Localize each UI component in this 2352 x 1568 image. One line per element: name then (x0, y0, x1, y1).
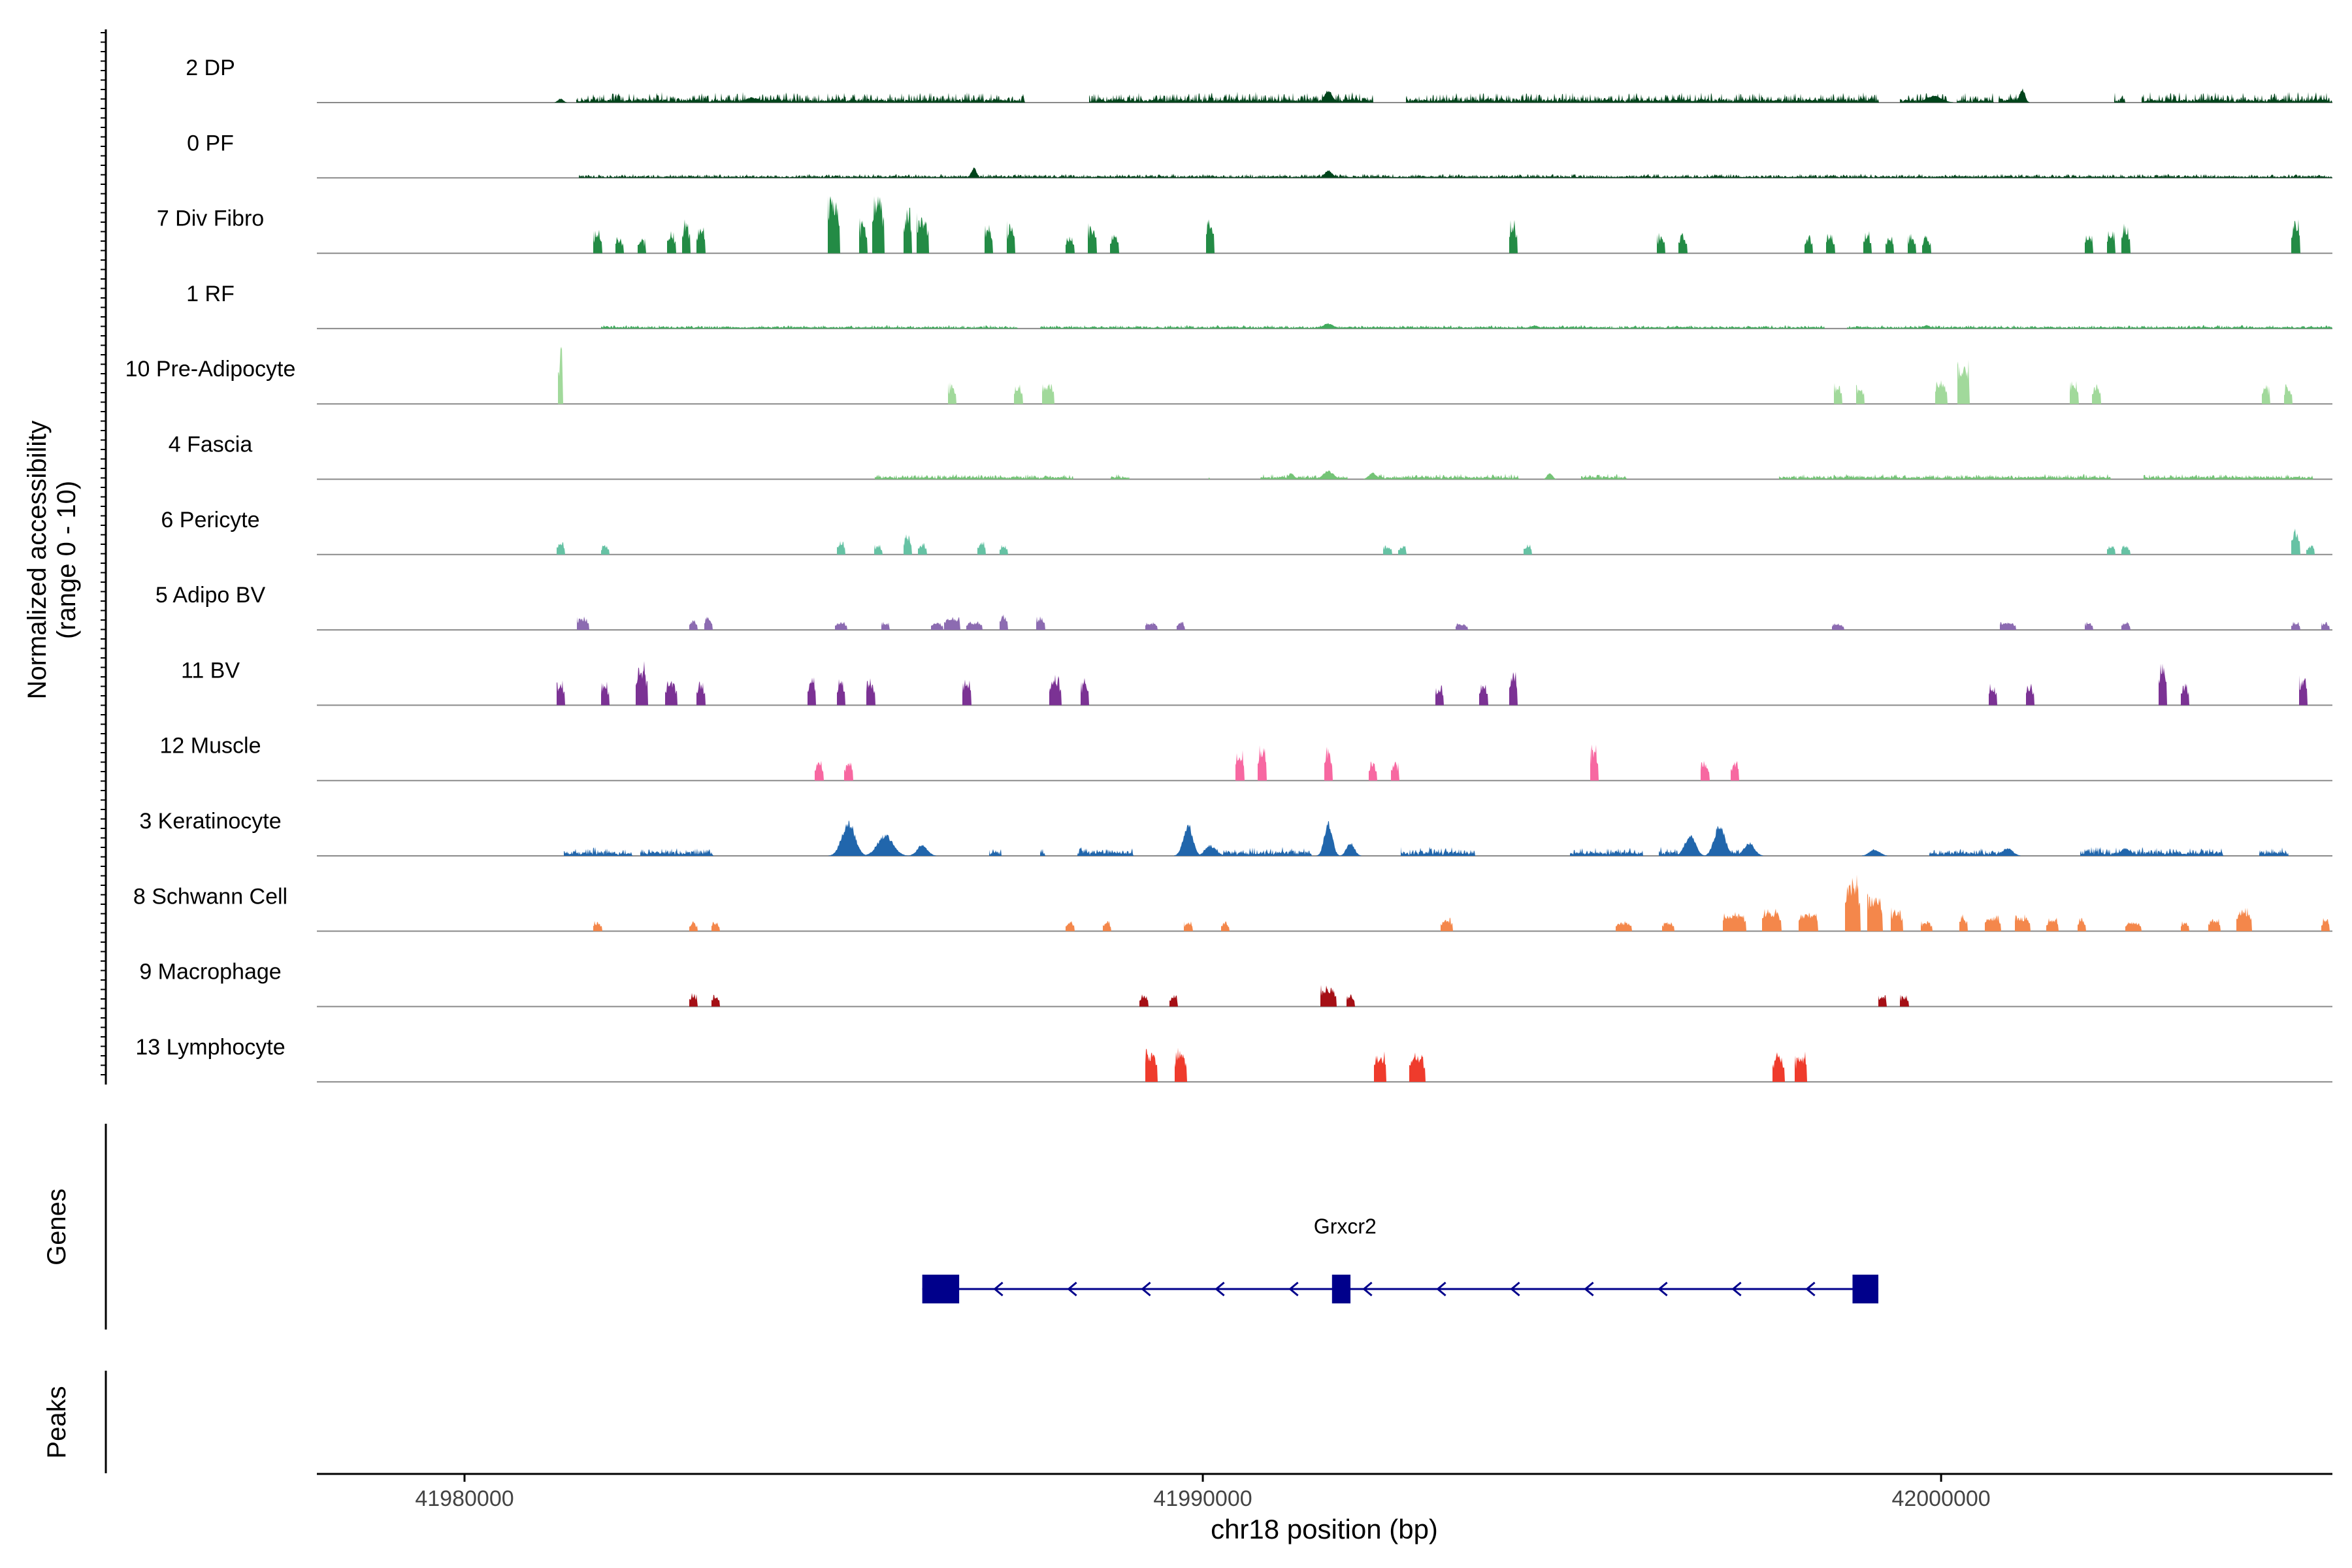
track-signal (601, 323, 2332, 329)
strand-arrow-icon (1658, 1281, 1668, 1297)
x-axis-ticks: 41980000 41990000 42000000 (415, 1474, 1991, 1511)
track-7: 5 Adipo BV (155, 583, 2332, 631)
gene-exon (922, 1275, 960, 1303)
track-11: 8 Schwann Cell (133, 874, 2332, 932)
y-axis-title-line2: (range 0 - 10) (52, 481, 81, 639)
strand-arrow-icon (1731, 1281, 1742, 1297)
x-tick-label: 41990000 (1153, 1486, 1252, 1511)
track-signal (558, 346, 2293, 404)
track-signal (557, 529, 2315, 555)
strand-arrow-icon (1141, 1281, 1151, 1297)
track-0: 2 DP (186, 56, 2332, 103)
track-signal (579, 167, 2332, 178)
track-1: 0 PF (187, 131, 2332, 179)
track-10: 3 Keratinocyte (139, 809, 2332, 857)
track-8: 11 BV (181, 658, 2332, 706)
gene-exon (1331, 1275, 1351, 1303)
track-3: 1 RF (186, 282, 2332, 329)
track-2: 7 Div Fibro (157, 196, 2332, 254)
track-signal (875, 470, 2313, 480)
track-label: 2 DP (186, 56, 235, 80)
track-signal (577, 614, 2330, 630)
track-label: 4 Fascia (169, 433, 253, 457)
track-4: 10 Pre-Adipocyte (125, 346, 2332, 405)
track-13: 13 Lymphocyte (135, 1035, 2332, 1083)
track-label: 6 Pericyte (161, 508, 259, 532)
x-tick-label: 42000000 (1891, 1486, 1990, 1511)
gene-exon (1852, 1275, 1879, 1303)
track-label: 13 Lymphocyte (135, 1035, 285, 1060)
y-axis-title-line1: Normalized accessibility (23, 421, 52, 700)
track-signal (593, 196, 2300, 253)
track-label: 0 PF (187, 131, 234, 155)
track-label: 8 Schwann Cell (133, 884, 287, 909)
track-label: 11 BV (181, 658, 240, 683)
track-signal (815, 744, 1739, 781)
coverage-tracks: 2 DP 0 PF 7 Div Fibro 1 RF 10 Pre-Adipocyte 4… (125, 56, 2332, 1083)
genes-axis-title: Genes (42, 1188, 71, 1266)
strand-arrow-icon (1288, 1281, 1299, 1297)
track-label: 10 Pre-Adipocyte (125, 357, 296, 382)
track-6: 6 Pericyte (161, 508, 2332, 555)
track-signal (555, 88, 2332, 103)
track-9: 12 Muscle (160, 734, 2332, 781)
track-label: 1 RF (186, 282, 235, 306)
gene-name-label: Grxcr2 (1314, 1215, 1377, 1238)
gene-track: Grxcr2 (922, 1215, 1879, 1303)
track-12: 9 Macrophage (139, 960, 2332, 1007)
track-signal (564, 820, 2289, 856)
strand-arrow-icon (1362, 1281, 1373, 1297)
strand-arrow-icon (1436, 1281, 1446, 1297)
strand-arrow-icon (1584, 1281, 1594, 1297)
track-signal (1145, 1047, 1807, 1082)
coverage-y-ticks (101, 32, 106, 1075)
track-signal (557, 661, 2308, 706)
strand-arrow-icon (1215, 1281, 1225, 1297)
track-signal (689, 985, 1909, 1007)
track-label: 3 Keratinocyte (139, 809, 281, 834)
strand-arrow-icon (1805, 1281, 1816, 1297)
strand-arrow-icon (993, 1281, 1004, 1297)
track-label: 12 Muscle (160, 734, 261, 759)
strand-arrow-icon (1510, 1281, 1520, 1297)
track-label: 5 Adipo BV (155, 583, 266, 608)
track-5: 4 Fascia (169, 433, 2332, 480)
track-label: 9 Macrophage (139, 960, 281, 985)
strand-arrow-icon (1067, 1281, 1077, 1297)
x-tick-label: 41980000 (415, 1486, 514, 1511)
track-signal (593, 874, 2330, 932)
track-label: 7 Div Fibro (157, 206, 264, 231)
x-axis-title: chr18 position (bp) (1211, 1514, 1438, 1544)
peaks-axis-title: Peaks (42, 1386, 71, 1458)
